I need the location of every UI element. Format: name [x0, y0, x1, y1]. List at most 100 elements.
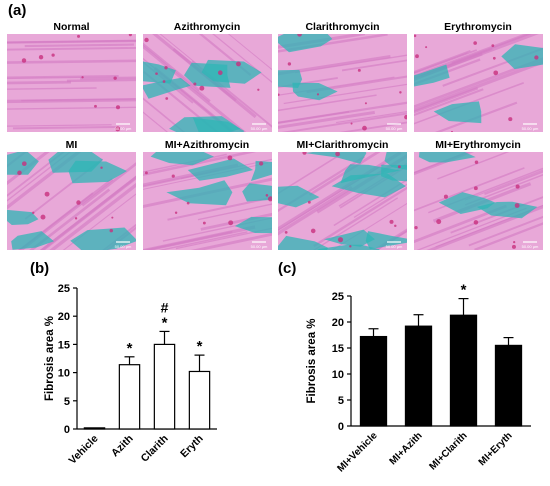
nucleus — [472, 41, 477, 45]
y-tick-label: 25 — [58, 283, 70, 295]
nucleus — [100, 166, 103, 169]
tissue-image: 50.00 µm — [142, 34, 272, 132]
panel-label-b: (b) — [30, 260, 50, 277]
nucleus — [357, 68, 361, 72]
nucleus — [109, 228, 114, 233]
nucleus — [21, 58, 27, 63]
collagen-deposit — [234, 216, 272, 234]
nucleus — [115, 126, 121, 132]
muscle-fiber — [81, 162, 136, 207]
muscle-fiber — [18, 178, 114, 250]
muscle-fiber — [464, 169, 543, 201]
nucleus — [350, 122, 353, 125]
tile-label: Normal — [7, 20, 136, 34]
nucleus — [316, 93, 320, 96]
collagen-deposit — [142, 61, 176, 84]
histology-tile: MI+Erythromycin 50.00 µm — [413, 138, 543, 250]
nucleus — [490, 44, 494, 48]
muscle-fiber — [142, 97, 185, 132]
tile-label: Erythromycin — [413, 20, 543, 34]
bar — [83, 427, 106, 430]
nucleus — [21, 161, 27, 167]
nucleus — [473, 220, 478, 225]
y-tick-label: 15 — [332, 343, 344, 355]
collagen-deposit — [331, 173, 406, 198]
nucleus — [515, 184, 520, 189]
collagen-deposit — [241, 183, 272, 202]
nucleus — [162, 80, 165, 83]
nucleus — [492, 70, 498, 76]
collagen-deposit — [476, 201, 537, 219]
scale-bar-label: 50.00 µm — [115, 126, 132, 131]
muscle-fiber — [142, 111, 168, 132]
nucleus — [337, 237, 344, 243]
nucleus — [198, 85, 204, 91]
collagen-deposit — [305, 152, 367, 164]
nucleus — [115, 105, 121, 110]
collagen-deposit — [150, 152, 214, 166]
y-tick-label: 10 — [332, 369, 344, 381]
muscle-fiber — [7, 59, 136, 64]
muscle-fiber — [306, 75, 407, 94]
muscle-fiber — [7, 39, 136, 44]
muscle-fiber — [190, 232, 272, 250]
x-tick-label: Eryth — [178, 433, 205, 460]
y-tick-label: 20 — [332, 317, 344, 329]
muscle-fiber — [185, 83, 246, 132]
scale-bar-label: 50.00 µm — [521, 244, 538, 249]
nucleus — [512, 240, 515, 244]
muscle-fiber — [278, 110, 376, 129]
x-tick-label: Azith — [109, 433, 136, 460]
collagen-deposit — [192, 117, 244, 132]
muscle-fiber — [157, 231, 248, 250]
muscle-fiber — [451, 34, 532, 64]
nucleus — [267, 196, 272, 202]
muscle-fiber — [200, 212, 272, 231]
scale-bar-label: 50.00 µm — [250, 126, 267, 131]
bar — [494, 344, 523, 427]
nucleus — [284, 230, 288, 234]
muscle-fiber — [24, 43, 134, 48]
muscle-fiber — [7, 46, 136, 51]
histology-tile: MI+Azithromycin 50.00 µm — [142, 138, 272, 250]
nucleus — [227, 220, 233, 226]
nucleus — [310, 228, 316, 234]
muscle-fiber — [341, 59, 407, 72]
collagen-deposit — [11, 231, 54, 250]
collagen-deposit — [165, 180, 232, 206]
tissue-image: 50.00 µm — [7, 152, 136, 250]
nucleus — [171, 174, 175, 178]
nucleus — [413, 34, 416, 38]
nucleus — [163, 66, 168, 70]
tissue-image: 50.00 µm — [278, 152, 407, 250]
muscle-fiber — [353, 183, 407, 218]
tile-label: MI — [7, 138, 136, 152]
muscle-fiber — [372, 228, 407, 250]
collagen-deposit — [187, 158, 253, 181]
histology-grid: Normal 50.00 µm Azithromycin 50.00 µm Clarit… — [7, 20, 544, 250]
nucleus — [265, 194, 268, 197]
y-tick-label: 15 — [58, 339, 70, 351]
x-tick-label: MI+Azith — [388, 430, 425, 467]
y-tick-label: 5 — [64, 396, 70, 408]
muscle-fiber — [467, 215, 543, 247]
muscle-fiber — [7, 152, 82, 210]
x-tick-label: Vehicle — [67, 433, 101, 467]
nucleus — [450, 130, 453, 132]
histology-tile: Azithromycin 50.00 µm — [142, 20, 272, 132]
collagen-deposit — [292, 82, 338, 101]
nucleus — [511, 244, 516, 249]
collagen-deposit — [384, 152, 407, 170]
bar — [359, 335, 388, 427]
nucleus — [414, 54, 419, 59]
muscle-fiber — [142, 42, 200, 92]
fibrosis-chart-c: Fibrosis area % 0 5 10 15 20 25 MI+Vehicle MI+Az… — [306, 282, 531, 474]
muscle-fiber — [278, 110, 350, 124]
nucleus — [44, 191, 50, 197]
nucleus — [40, 214, 46, 220]
collagen-deposit — [418, 152, 476, 163]
scale-bar-label: 50.00 µm — [386, 244, 403, 249]
muscle-fiber — [413, 88, 484, 117]
muscle-fiber — [62, 193, 136, 250]
nucleus — [235, 61, 241, 67]
